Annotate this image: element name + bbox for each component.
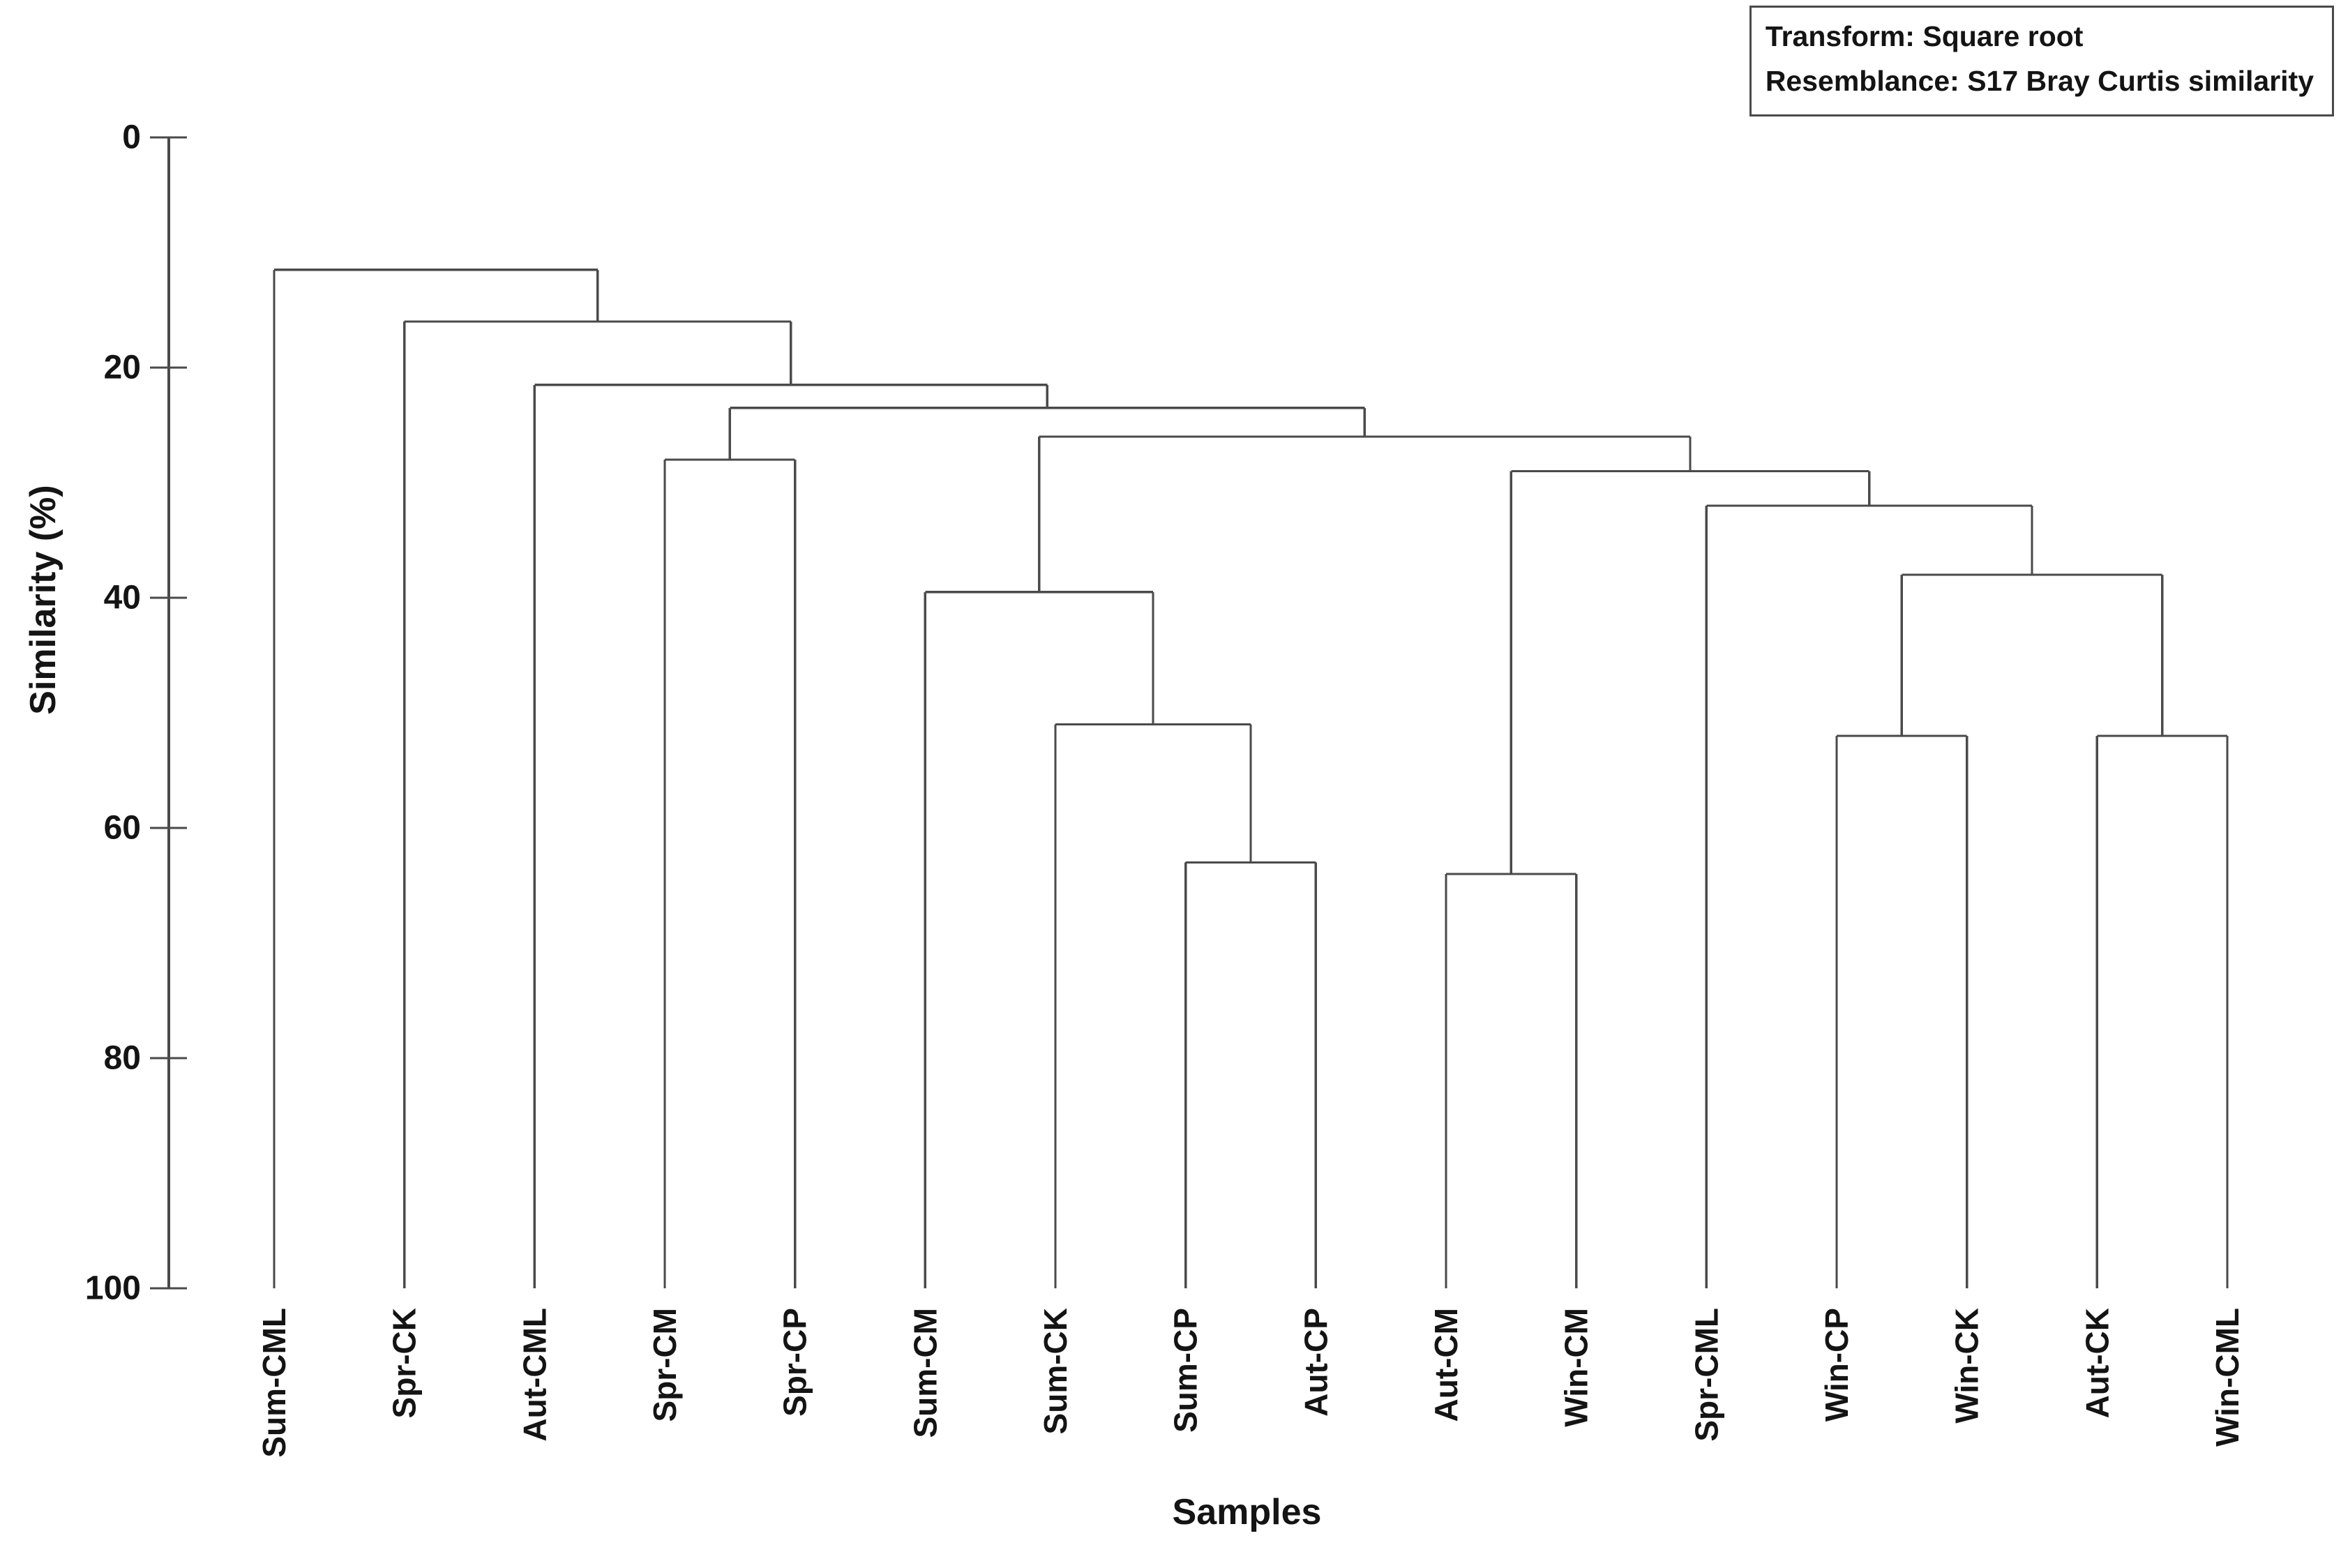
leaf-label: Spr-CP	[777, 1308, 813, 1417]
leaf-label: Win-CK	[1949, 1308, 1985, 1424]
leaf-label: Sum-CK	[1037, 1308, 1074, 1434]
y-tick-label: 20	[104, 349, 141, 386]
leaf-label: Sum-CML	[256, 1308, 292, 1458]
leaf-label: Spr-CK	[386, 1308, 423, 1418]
leaf-label: Spr-CML	[1688, 1308, 1724, 1442]
y-axis-title: Similarity (%)	[23, 485, 63, 714]
y-tick-label: 100	[85, 1270, 141, 1307]
y-tick-label: 60	[104, 810, 141, 847]
leaf-label: Win-CM	[1558, 1308, 1595, 1427]
leaf-label: Aut-CML	[516, 1308, 552, 1442]
results-annotation-box: Transform: Square root Resemblance: S17 …	[1749, 6, 2334, 117]
transform-note: Transform: Square root	[1765, 20, 2084, 52]
leaf-label: Aut-CP	[1297, 1308, 1334, 1417]
leaf-label: Win-CML	[2209, 1308, 2245, 1447]
leaf-label: Win-CP	[1819, 1308, 1855, 1422]
resemblance-note: Resemblance: S17 Bray Curtis similarity	[1765, 64, 2314, 97]
y-tick-label: 40	[104, 580, 141, 617]
leaf-label: Spr-CM	[647, 1308, 683, 1422]
leaf-label: Aut-CM	[1428, 1308, 1464, 1422]
x-axis-title: Samples	[1173, 1492, 1322, 1532]
leaf-label: Sum-CP	[1168, 1308, 1204, 1433]
leaf-label: Sum-CM	[907, 1308, 943, 1438]
y-tick-label: 80	[104, 1040, 141, 1077]
leaf-label: Aut-CK	[2079, 1308, 2115, 1418]
y-tick-label: 0	[122, 119, 141, 156]
